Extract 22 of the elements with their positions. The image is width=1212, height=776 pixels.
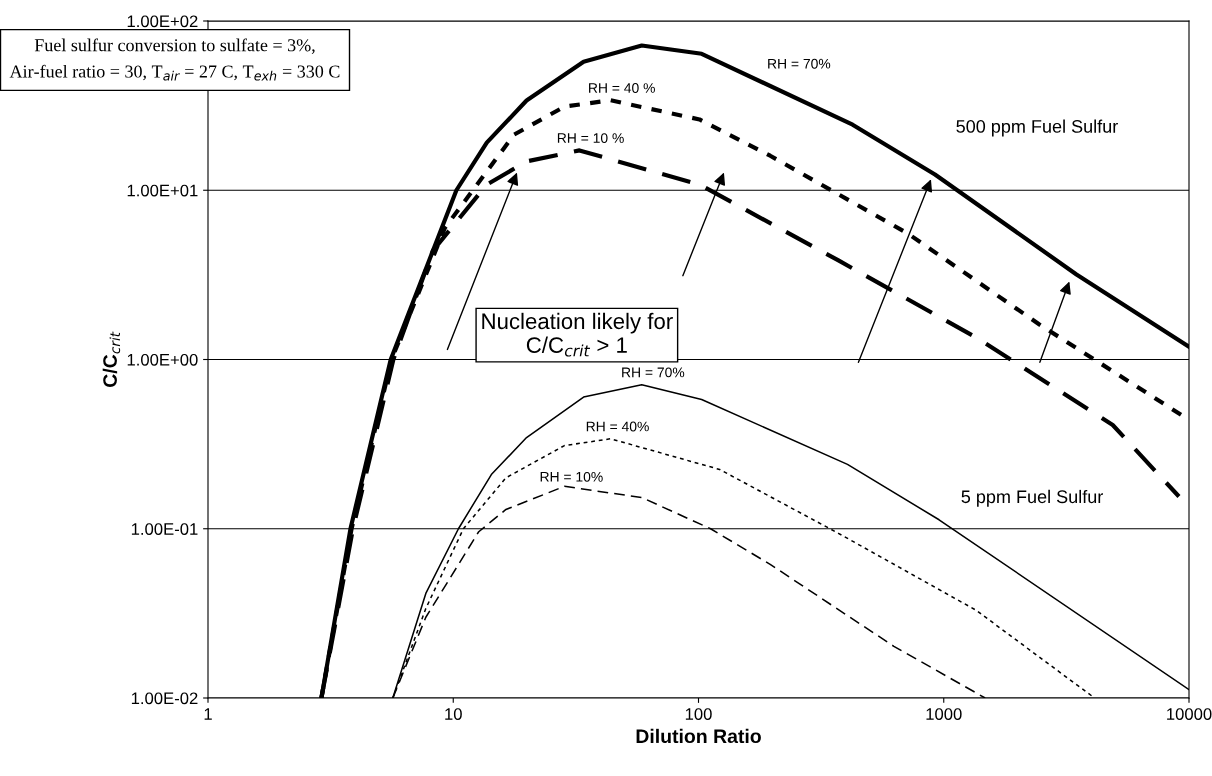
y-axis-title: C/C$_{crit}$ xyxy=(102,331,121,387)
x-tick-label: 1000 xyxy=(926,708,962,720)
series-label: RH = 10 % xyxy=(557,133,624,143)
annotation: 500 ppm Fuel Sulfur xyxy=(956,119,1118,137)
series-label: RH = 70% xyxy=(768,58,831,69)
y-tick-label: 1.00E-02 xyxy=(131,692,198,705)
series-label: RH = 10% xyxy=(540,471,603,482)
y-tick-label: 1.00E+00 xyxy=(127,353,198,366)
series-label: RH = 70% xyxy=(622,367,685,378)
x-axis-title: Dilution Ratio xyxy=(636,728,761,744)
x-tick-label: 10 xyxy=(445,708,462,720)
y-tick-label: 1.00E+01 xyxy=(127,184,198,197)
y-tick-label: 1.00E+02 xyxy=(127,15,198,28)
x-tick-label: 100 xyxy=(685,708,712,720)
annotation: Nucleation likely for C/C$_{crit}$ > 1 xyxy=(482,312,673,357)
series-label: RH = 40 % xyxy=(589,83,655,93)
x-tick-label: 1 xyxy=(204,708,212,720)
series-label: RH = 40% xyxy=(586,421,649,432)
annotation: Fuel sulfur conversion to sulfate = 3%, Air-fuel ratio = 30, T$_{air}$ = 27 C, T$_{exh}$ = 330 C xyxy=(9,38,340,81)
x-tick-label: 10000 xyxy=(1167,708,1212,720)
annotation: 5 ppm Fuel Sulfur xyxy=(961,489,1103,507)
y-tick-label: 1.00E-01 xyxy=(131,523,198,535)
